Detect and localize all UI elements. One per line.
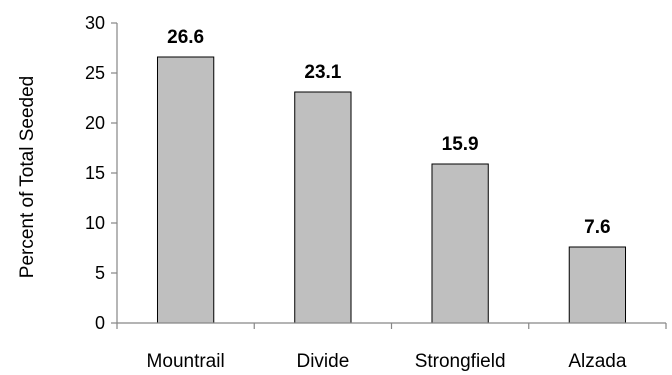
y-tick-label: 5 [95,263,105,283]
bar-alzada [568,246,627,324]
y-axis-label: Percent of Total Seeded [17,76,38,278]
y-tick-label: 0 [95,313,105,333]
data-labels: 26.6 23.1 15.9 7.6 [167,27,610,238]
bar-strongfield [431,163,489,324]
category-label-strongfield: Strongfield [415,351,506,372]
y-tick-label: 25 [85,63,105,83]
y-tick-label: 10 [85,213,105,233]
category-labels: Mountrail Divide Strongfield Alzada [147,351,627,372]
data-label-divide: 23.1 [304,62,341,83]
data-label-mountrail: 26.6 [167,27,204,48]
bar-mountrail [156,56,215,324]
data-label-strongfield: 15.9 [442,134,479,155]
y-axis-ticks: 0 5 10 15 20 25 30 [85,13,667,333]
category-label-alzada: Alzada [568,351,627,372]
y-tick-label: 30 [85,13,105,33]
bar-divide [294,91,352,324]
bars [156,56,627,324]
category-label-divide: Divide [296,351,349,372]
category-label-mountrail: Mountrail [147,351,225,372]
y-tick-label: 20 [85,113,105,133]
y-tick-label: 15 [85,163,105,183]
y-axis-title: Percent of Total Seeded [17,76,38,278]
data-label-alzada: 7.6 [584,217,610,238]
